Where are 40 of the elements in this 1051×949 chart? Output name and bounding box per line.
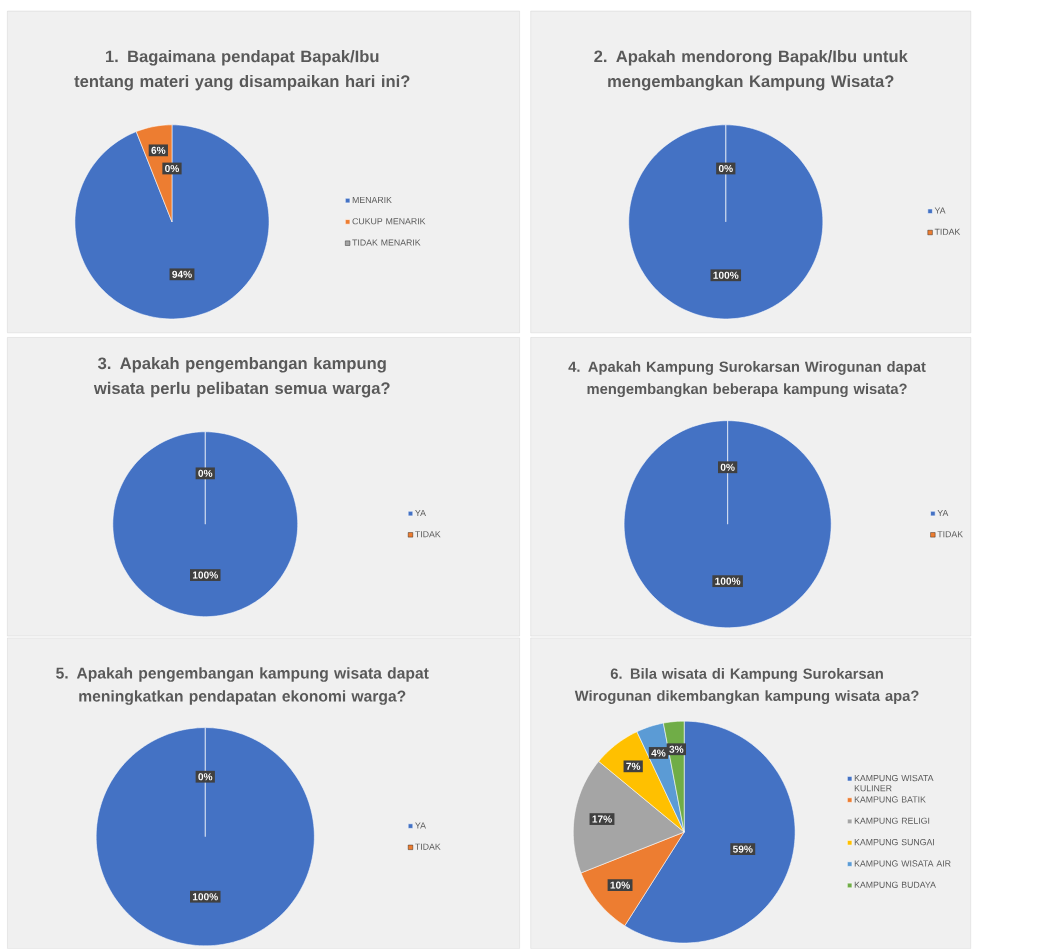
chart-title: 3. Apakah pengembangan kampung wisata perlu pelibatan semua warga?: [93, 357, 390, 398]
legend-label: TIDAK: [934, 228, 961, 235]
text: 0%: [198, 773, 213, 781]
legend-label: YA: [415, 509, 426, 517]
legend-label: TIDAK MENARIK: [352, 239, 421, 246]
legend-label: TIDAK: [937, 531, 963, 538]
legend-label: TIDAK: [415, 843, 441, 850]
text: 0%: [198, 469, 213, 478]
data-label: 17%: [592, 815, 612, 823]
data-label: 59%: [732, 845, 753, 853]
chart-title: 5. Apakah pengembangan kampung wisata dapat meningkatkan pendapatan ekonomi warga?: [56, 667, 429, 705]
data-label: 4%: [651, 749, 666, 757]
legend-label: KAMPUNG BUDAYA: [854, 881, 936, 889]
data-label: 6%: [151, 146, 166, 155]
text: 0%: [165, 165, 180, 173]
data-label: 3%: [669, 745, 684, 753]
data-label: 10%: [610, 881, 630, 889]
legend-label: KAMPUNG SUNGAI: [854, 839, 934, 846]
data-label: 100%: [713, 271, 739, 279]
legend-label: TIDAK: [415, 531, 441, 538]
data-label: 100%: [192, 893, 218, 901]
chart-title: 2. Apakah mendorong Bapak/Ibu untuk mengembangkan Kampung Wisata?: [594, 50, 908, 91]
legend-label: YA: [934, 207, 946, 214]
chart-title: 6. Bila wisata di Kampung Surokarsan Wirogunan dikembangkan kampung wisata apa?: [574, 668, 919, 705]
text: 0%: [718, 165, 733, 173]
text: 0%: [720, 463, 735, 471]
legend-label: CUKUP MENARIK: [352, 218, 426, 225]
legend-label: YA: [937, 509, 949, 517]
legend-label: KAMPUNG RELIGI: [854, 817, 930, 824]
data-label: 100%: [715, 577, 741, 585]
legend-label: YA: [415, 822, 426, 829]
legend-label: MENARIK: [352, 196, 392, 204]
data-label: 94%: [172, 270, 192, 279]
legend-label: KAMPUNG WISATA KULINER: [854, 775, 934, 792]
legend-label: KAMPUNG WISATA AIR: [854, 860, 951, 867]
data-label: 100%: [192, 571, 218, 579]
chart-title: 4. Apakah Kampung Surokarsan Wirogunan dapat mengembangkan beberapa kampung wisata?: [568, 361, 926, 398]
chart-title: 1. Bagaimana pendapat Bapak/Ibu tentang materi yang disampaikan hari ini?: [74, 50, 410, 91]
data-label: 7%: [626, 762, 641, 771]
legend-label: KAMPUNG BATIK: [854, 796, 926, 803]
